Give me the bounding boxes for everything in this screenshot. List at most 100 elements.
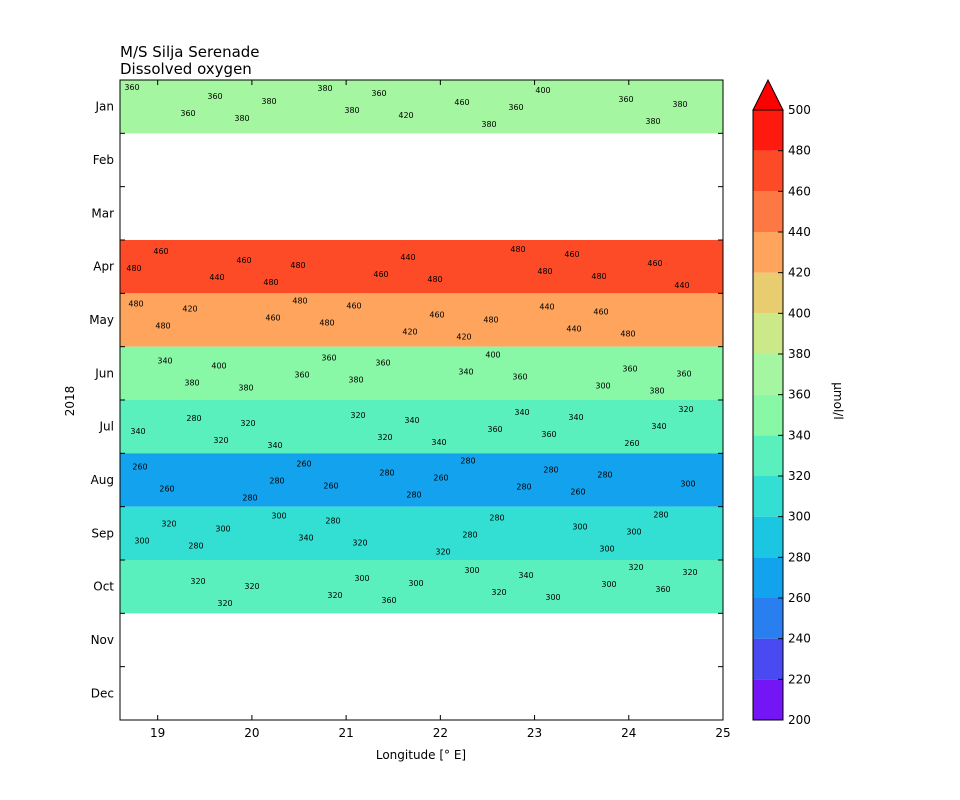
colorbar-segment xyxy=(753,557,783,598)
colorbar-segment xyxy=(753,232,783,273)
contour-label: 280 xyxy=(325,517,340,526)
y-tick-label: Oct xyxy=(93,580,114,594)
colorbar-segment xyxy=(753,598,783,639)
y-tick-label: Jul xyxy=(99,420,114,434)
contour-label: 360 xyxy=(321,354,336,363)
colorbar-segment xyxy=(753,476,783,517)
colorbar-tick-label: 480 xyxy=(788,144,811,158)
contour-label: 320 xyxy=(161,520,176,529)
y-tick-label: Jun xyxy=(94,366,114,380)
contour-label: 300 xyxy=(134,537,149,546)
colorbar-segment xyxy=(753,679,783,720)
colorbar-tick-label: 500 xyxy=(788,103,811,117)
contour-label: 360 xyxy=(207,92,222,101)
contour-label: 480 xyxy=(319,318,334,327)
y-tick-label: Jan xyxy=(95,100,115,114)
contour-label: 460 xyxy=(454,98,469,107)
contour-label: 280 xyxy=(406,490,421,499)
contour-label: 300 xyxy=(408,579,423,588)
contour-label: 300 xyxy=(271,512,286,521)
contour-label: 320 xyxy=(377,433,392,442)
contour-label: 320 xyxy=(190,577,205,586)
colorbar: 200 220 240 260 280 300 320 340 360 380 400 420 440 4… xyxy=(752,78,811,727)
y-tick-label: Dec xyxy=(91,686,114,700)
colorbar-tick-label: 360 xyxy=(788,388,811,402)
contour-label: 340 xyxy=(404,416,419,425)
chart-subtitle: Dissolved oxygen xyxy=(120,60,252,78)
contour-label: 300 xyxy=(545,593,560,602)
contour-label: 400 xyxy=(535,86,550,95)
contour-label: 360 xyxy=(508,103,523,112)
colorbar-tick-label: 260 xyxy=(788,591,811,605)
contour-label: 460 xyxy=(346,301,361,310)
contour-label: 480 xyxy=(126,264,141,273)
contour-label: 280 xyxy=(242,493,257,502)
x-tick-label: 23 xyxy=(527,726,542,740)
contour-label: 420 xyxy=(402,327,417,336)
contour-label: 360 xyxy=(618,95,633,104)
colorbar-segment xyxy=(753,313,783,354)
contour-label: 360 xyxy=(655,585,670,594)
colorbar-tick-label: 380 xyxy=(788,347,811,361)
y-tick-label: Feb xyxy=(93,153,114,167)
colorbar-tick-label: 400 xyxy=(788,306,811,320)
contour-label: 260 xyxy=(624,439,639,448)
contour-label: 320 xyxy=(435,548,450,557)
contour-label: 280 xyxy=(543,465,558,474)
contour-label: 320 xyxy=(678,405,693,414)
colorbar-tick-label: 240 xyxy=(788,632,811,646)
contour-label: 360 xyxy=(487,425,502,434)
contour-label: 480 xyxy=(483,315,498,324)
chart-title: M/S Silja Serenade xyxy=(120,43,260,61)
contour-label: 480 xyxy=(128,299,143,308)
x-tick-label: 25 xyxy=(715,726,730,740)
contour-label: 340 xyxy=(518,571,533,580)
contour-label: 440 xyxy=(674,281,689,290)
contour-label: 280 xyxy=(653,511,668,520)
contour-label: 320 xyxy=(350,411,365,420)
contour-label: 380 xyxy=(481,120,496,129)
contour-label: 460 xyxy=(593,307,608,316)
x-tick-label: 20 xyxy=(244,726,259,740)
colorbar-tick-label: 200 xyxy=(788,713,811,727)
colorbar-tick-label: 440 xyxy=(788,225,811,239)
contour-label: 300 xyxy=(354,574,369,583)
contour-label: 260 xyxy=(159,484,174,493)
contour-label: 320 xyxy=(327,591,342,600)
colorbar-label: µmol/l xyxy=(831,382,845,419)
contour-label: 380 xyxy=(645,117,660,126)
colorbar-segment xyxy=(753,272,783,314)
contour-label: 280 xyxy=(489,514,504,523)
contour-label: 460 xyxy=(564,250,579,259)
contour-labels: 360 380 420 400 380 380 360 360 380 360 380 380 360 3… xyxy=(124,83,697,608)
contour-label: 320 xyxy=(491,588,506,597)
heatmap-band-may xyxy=(120,293,723,347)
contour-label: 300 xyxy=(215,525,230,534)
contour-label: 460 xyxy=(153,247,168,256)
y-axis-ticks: Jan Feb Mar Apr May Jun Jul Aug Sep Oct Nov Dec xyxy=(89,100,723,700)
colorbar-segment xyxy=(753,516,783,558)
colorbar-tick-label: 300 xyxy=(788,510,811,524)
contour-label: 360 xyxy=(371,89,386,98)
contour-label: 440 xyxy=(566,324,581,333)
contour-label: 480 xyxy=(591,272,606,281)
contour-label: 440 xyxy=(539,302,554,311)
x-axis-ticks: 19 20 21 22 23 24 25 xyxy=(150,80,731,740)
colorbar-frame xyxy=(752,109,784,721)
contour-label: 340 xyxy=(514,408,529,417)
contour-label: 380 xyxy=(234,114,249,123)
y-tick-label: Aug xyxy=(91,473,114,487)
contour-label: 320 xyxy=(352,539,367,548)
contour-label: 320 xyxy=(213,436,228,445)
heatmap-band-jan xyxy=(120,80,723,134)
contour-label: 420 xyxy=(182,304,197,313)
contour-label: 380 xyxy=(649,387,664,396)
contour-label: 380 xyxy=(348,376,363,385)
contour-label: 360 xyxy=(381,596,396,605)
contour-label: 420 xyxy=(456,332,471,341)
contour-label: 260 xyxy=(433,473,448,482)
y-tick-label: Mar xyxy=(91,206,114,220)
contour-label: 340 xyxy=(157,357,172,366)
contour-label: 460 xyxy=(647,259,662,268)
contour-label: 360 xyxy=(676,370,691,379)
